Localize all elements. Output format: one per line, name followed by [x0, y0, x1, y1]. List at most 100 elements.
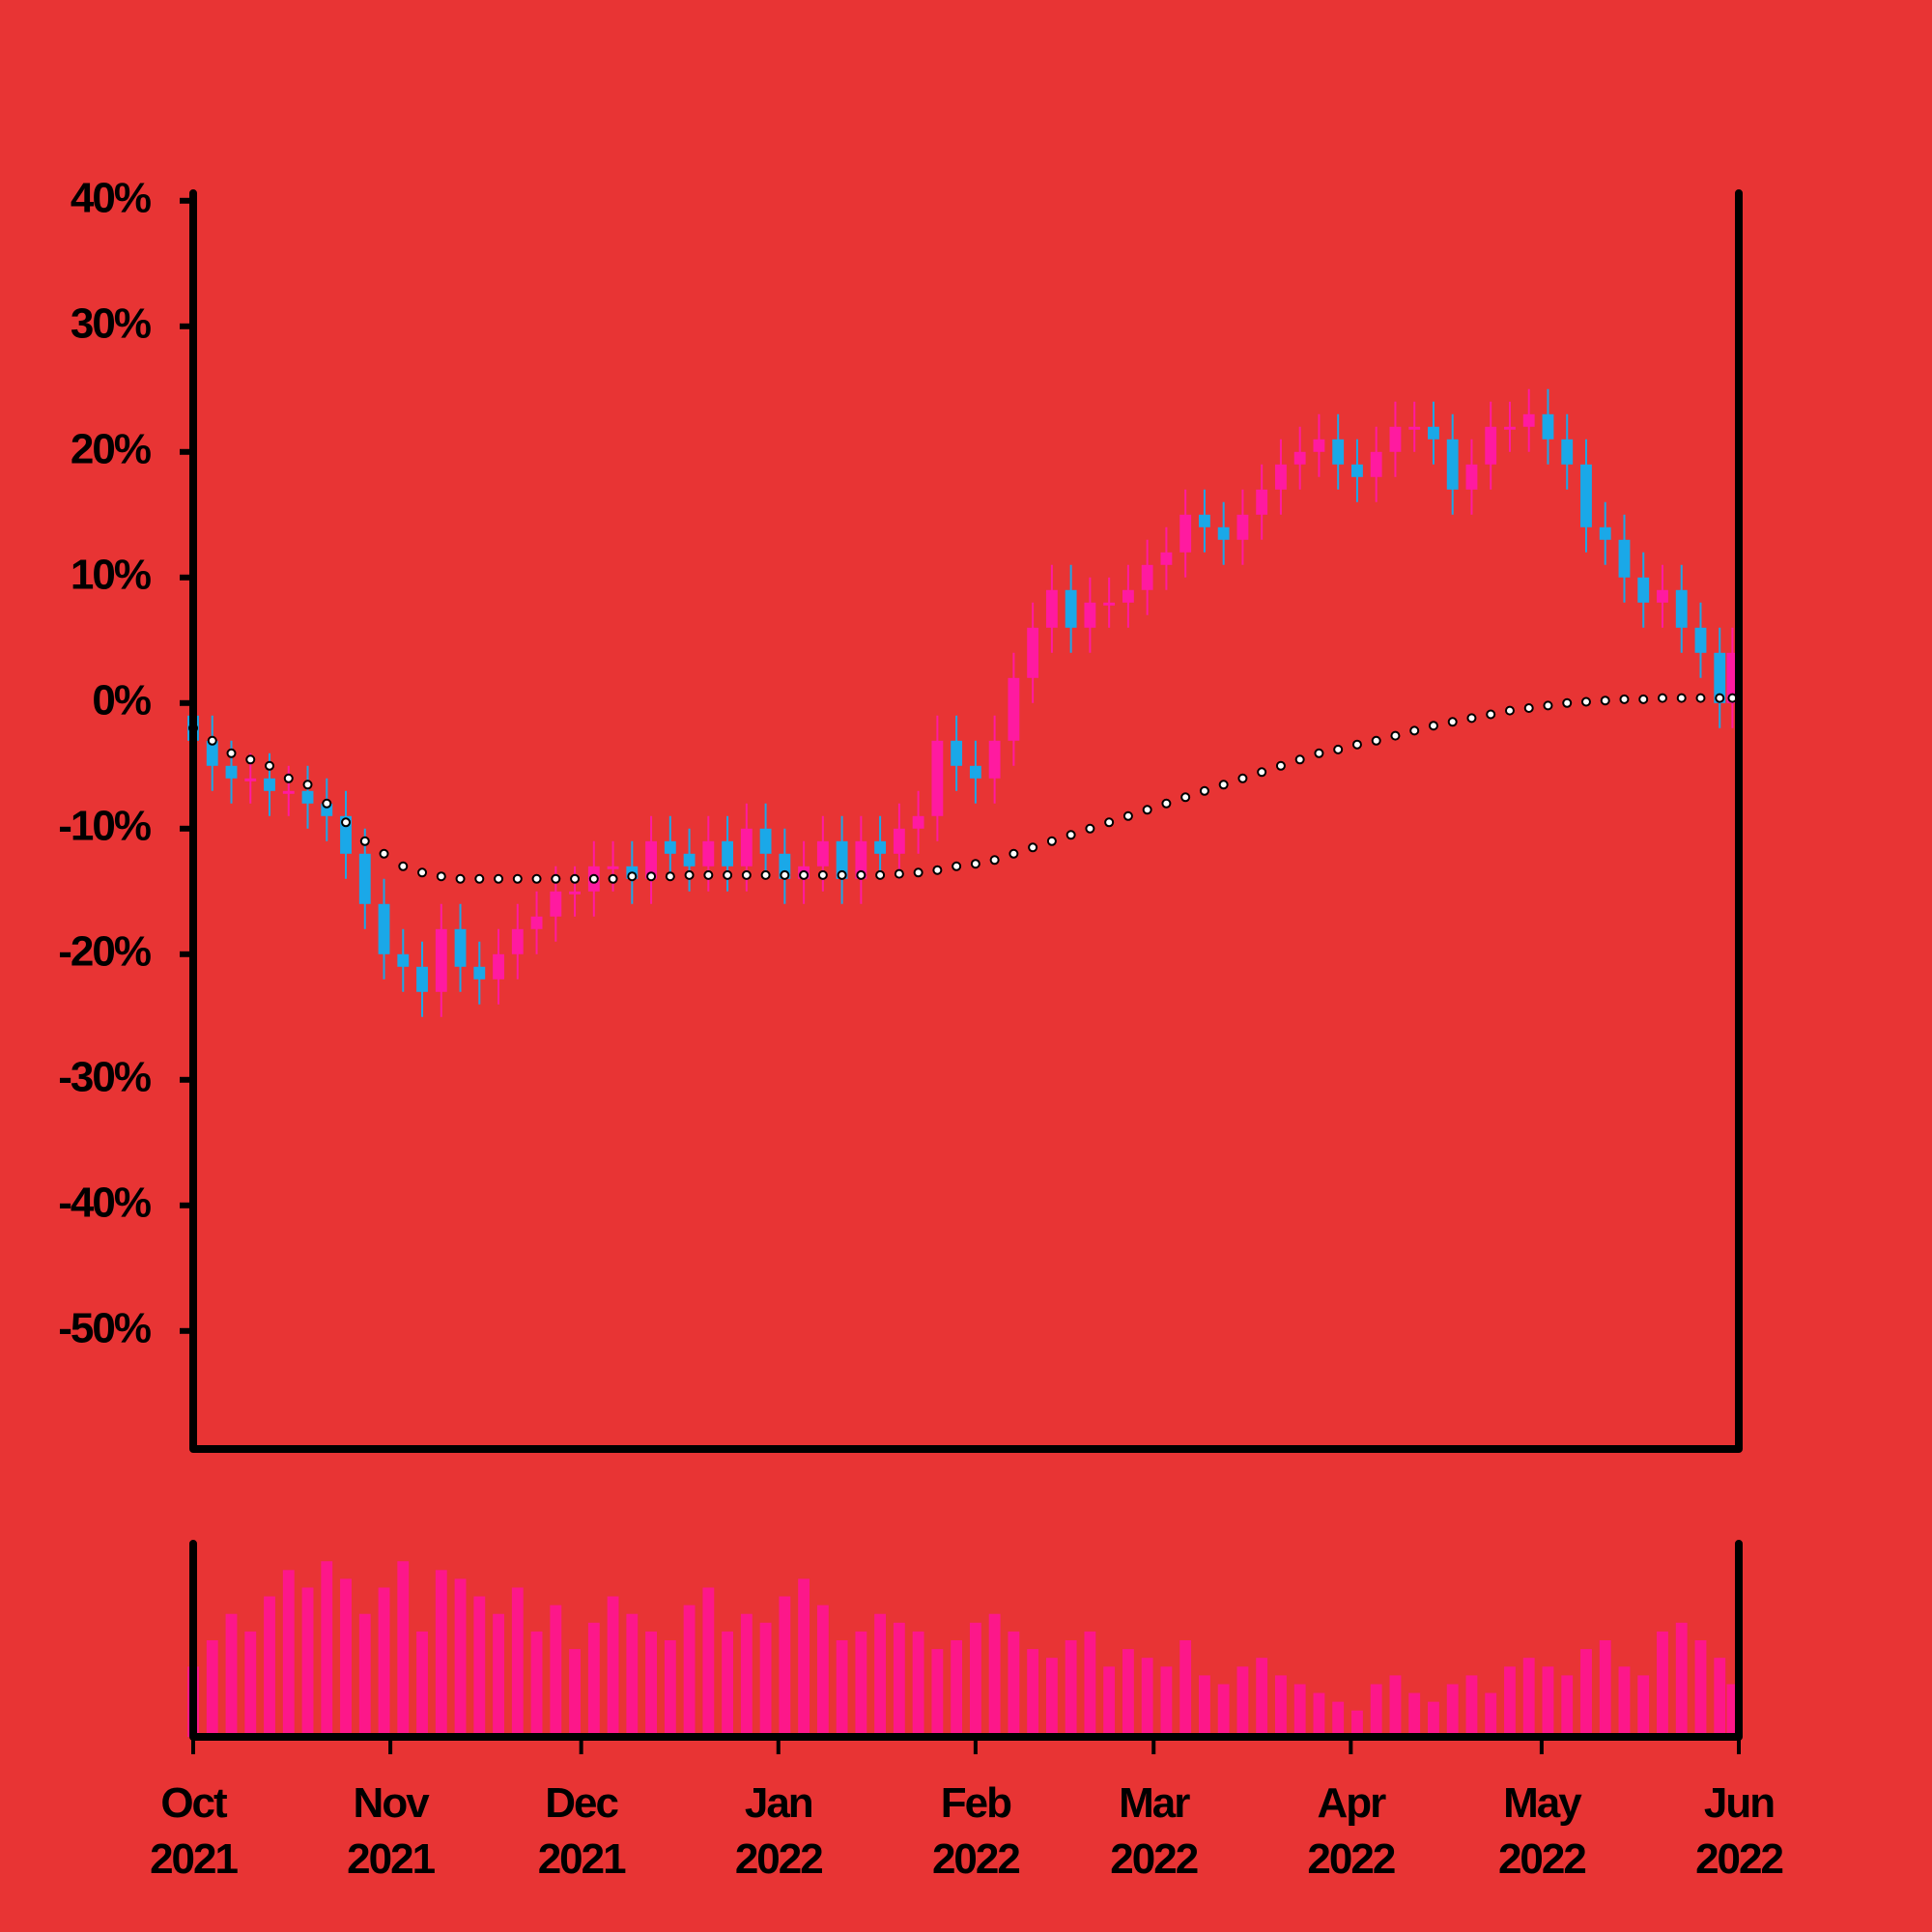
candle-body: [473, 966, 486, 980]
moving-average-dot: [1409, 725, 1420, 736]
candle-body: [1198, 514, 1210, 527]
candle-body: [1618, 539, 1631, 578]
volume-bar: [683, 1605, 696, 1737]
volume-bar: [1714, 1658, 1726, 1737]
moving-average-dot: [436, 871, 446, 882]
volume-bar: [301, 1587, 314, 1737]
candle-body: [1726, 652, 1739, 703]
candle-body: [1236, 514, 1249, 540]
volume-bar: [931, 1649, 944, 1737]
moving-average-dot: [1028, 842, 1038, 853]
moving-average-dot: [723, 869, 733, 880]
candle-body: [511, 928, 524, 954]
x-tick-label: Dec 2021: [537, 1779, 627, 1883]
volume-frame: [189, 1540, 1743, 1741]
candle-body: [493, 953, 504, 980]
candle-body: [816, 840, 829, 867]
volume-bar: [951, 1640, 963, 1737]
candle-body: [1694, 627, 1707, 653]
candle-body: [874, 840, 887, 854]
moving-average-dot: [1523, 703, 1534, 713]
volume-bar: [874, 1613, 887, 1737]
volume-bar: [798, 1578, 810, 1737]
candle-body: [550, 891, 562, 917]
candle-body: [893, 828, 905, 854]
candle-body: [1428, 426, 1439, 440]
candle-body: [1446, 439, 1459, 490]
moving-average-dot: [455, 873, 466, 884]
moving-average-dot: [1371, 735, 1381, 746]
volume-bar: [1485, 1692, 1497, 1737]
moving-average-dot: [875, 869, 886, 880]
volume-bar: [550, 1605, 562, 1737]
candle-body: [607, 866, 619, 869]
volume-bar: [587, 1622, 600, 1737]
candle-body: [664, 840, 676, 854]
moving-average-dot: [1447, 717, 1458, 727]
volume-bar: [225, 1613, 238, 1737]
candle-body: [1256, 489, 1268, 515]
x-tick-label: Oct 2021: [150, 1779, 239, 1883]
candle-body: [340, 815, 352, 854]
moving-average-dot: [570, 873, 581, 884]
volume-bar: [530, 1631, 543, 1737]
volume-bar: [1256, 1658, 1268, 1737]
candle-body: [969, 765, 981, 779]
volume-bar: [358, 1613, 371, 1737]
volume-bar: [397, 1561, 410, 1737]
volume-bar: [722, 1631, 734, 1737]
volume-bar: [1580, 1649, 1592, 1737]
moving-average-dot: [398, 861, 409, 871]
volume-bar: [893, 1622, 905, 1737]
moving-average-dot: [989, 855, 1000, 866]
candle-body: [378, 903, 390, 954]
candle-body: [1313, 439, 1325, 452]
volume-bar: [1561, 1675, 1574, 1737]
candle-body: [779, 853, 791, 879]
candle-body: [1465, 464, 1478, 490]
moving-average-dot: [551, 873, 561, 884]
volume-bar: [1504, 1666, 1516, 1737]
moving-average-dot: [799, 869, 810, 880]
y-tick-label: 20%: [71, 425, 151, 472]
volume-bar: [569, 1649, 581, 1737]
candle-body: [855, 840, 867, 879]
volume-bar: [321, 1561, 333, 1737]
moving-average-dot: [1009, 848, 1019, 859]
candle-body: [1389, 426, 1402, 452]
x-tick-label: May 2022: [1497, 1779, 1587, 1883]
candle-body: [569, 891, 581, 895]
candle-body: [931, 740, 944, 816]
moving-average-dot: [1180, 792, 1191, 803]
moving-average-dot: [283, 773, 294, 783]
y-tick-label: -50%: [58, 1304, 151, 1351]
candle-body: [1122, 589, 1134, 603]
x-tick-label: Feb 2022: [931, 1779, 1021, 1883]
y-tick-label: -30%: [58, 1053, 151, 1100]
moving-average-dot: [588, 873, 599, 884]
y-tick-label: 40%: [71, 174, 151, 221]
x-tick-label-box: Mar 2022: [1110, 1776, 1199, 1888]
moving-average-dot: [627, 871, 638, 882]
candle-body: [1084, 602, 1096, 628]
moving-average-dot: [1294, 754, 1305, 765]
volume-bar: [1599, 1640, 1611, 1737]
moving-average-dot: [1122, 810, 1133, 821]
moving-average-dot: [379, 848, 389, 859]
x-tick-label-box: Oct 2021: [150, 1776, 239, 1888]
moving-average-dot: [1638, 694, 1649, 704]
moving-average-dot: [1142, 805, 1152, 815]
candle-body: [988, 740, 1001, 779]
volume-bar: [1027, 1649, 1039, 1737]
volume-bar: [1084, 1631, 1096, 1737]
volume-bar: [607, 1596, 619, 1737]
candle-body: [1179, 514, 1192, 553]
moving-average-dot: [245, 754, 256, 765]
x-tick-label-box: Nov 2021: [347, 1776, 436, 1888]
candle-body: [1293, 451, 1306, 465]
candle-body: [1332, 439, 1345, 465]
x-tick-label-box: Jan 2022: [735, 1776, 824, 1888]
volume-bar: [511, 1587, 524, 1737]
volume-bar: [1122, 1649, 1134, 1737]
